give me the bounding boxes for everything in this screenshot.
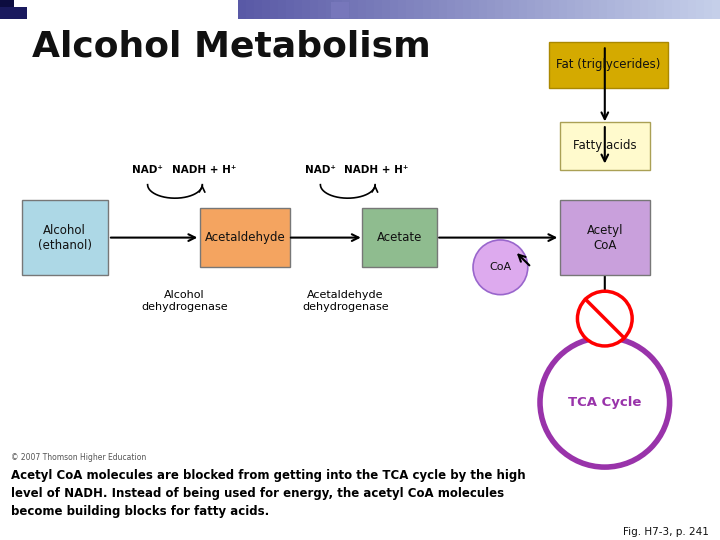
Bar <box>294 0 302 19</box>
Text: Acetyl
CoA: Acetyl CoA <box>587 224 623 252</box>
Text: NAD⁺: NAD⁺ <box>305 165 336 175</box>
Bar <box>608 0 616 19</box>
FancyBboxPatch shape <box>362 208 438 267</box>
Bar <box>648 0 657 19</box>
Bar <box>664 0 672 19</box>
Bar <box>559 0 568 19</box>
Bar <box>535 0 544 19</box>
Bar <box>575 0 584 19</box>
Bar <box>479 0 487 19</box>
Bar <box>359 0 367 19</box>
Bar <box>631 0 640 19</box>
FancyBboxPatch shape <box>560 122 649 170</box>
Bar <box>398 0 408 19</box>
Bar <box>374 0 383 19</box>
Bar <box>278 0 287 19</box>
Text: Fatty acids: Fatty acids <box>573 139 636 152</box>
Bar <box>238 0 246 19</box>
Bar <box>599 0 608 19</box>
Bar <box>342 0 351 19</box>
Bar <box>455 0 464 19</box>
Bar <box>712 0 720 19</box>
Text: © 2007 Thomson Higher Education: © 2007 Thomson Higher Education <box>11 453 146 462</box>
Bar <box>253 0 262 19</box>
Ellipse shape <box>540 338 670 467</box>
Text: CoA: CoA <box>490 262 511 272</box>
Bar <box>0 7 27 19</box>
Text: Fat (triglycerides): Fat (triglycerides) <box>557 58 660 71</box>
Ellipse shape <box>577 291 632 346</box>
Bar <box>270 0 279 19</box>
Text: Acetyl CoA molecules are blocked from getting into the TCA cycle by the high
lev: Acetyl CoA molecules are blocked from ge… <box>11 469 526 518</box>
Bar <box>680 0 688 19</box>
Bar <box>286 0 294 19</box>
Bar <box>704 0 713 19</box>
Ellipse shape <box>473 240 528 295</box>
Text: Acetate: Acetate <box>377 231 423 244</box>
Bar <box>495 0 504 19</box>
Bar <box>639 0 649 19</box>
Bar <box>318 0 327 19</box>
Bar <box>331 2 349 18</box>
Bar <box>471 0 480 19</box>
Bar <box>0 0 14 7</box>
Bar <box>567 0 576 19</box>
FancyBboxPatch shape <box>560 200 649 275</box>
Text: Acetaldehyde: Acetaldehyde <box>204 231 285 244</box>
Bar <box>688 0 697 19</box>
Bar <box>334 0 343 19</box>
Bar <box>366 0 375 19</box>
Bar <box>246 0 254 19</box>
Bar <box>463 0 472 19</box>
Text: TCA Cycle: TCA Cycle <box>568 396 642 409</box>
Bar <box>696 0 705 19</box>
Bar <box>415 0 423 19</box>
Bar <box>487 0 495 19</box>
Text: NADH + H⁺: NADH + H⁺ <box>171 165 236 175</box>
Bar <box>406 0 415 19</box>
Bar <box>446 0 456 19</box>
Bar <box>672 0 680 19</box>
Bar <box>583 0 592 19</box>
Bar <box>423 0 431 19</box>
Text: Alcohol
(ethanol): Alcohol (ethanol) <box>37 224 92 252</box>
FancyBboxPatch shape <box>549 42 668 87</box>
Bar <box>527 0 536 19</box>
Bar <box>624 0 632 19</box>
Bar <box>511 0 520 19</box>
FancyBboxPatch shape <box>200 208 289 267</box>
Text: NAD⁺: NAD⁺ <box>132 165 163 175</box>
Bar <box>302 0 311 19</box>
Bar <box>382 0 391 19</box>
Bar <box>519 0 528 19</box>
Bar <box>262 0 271 19</box>
Bar <box>543 0 552 19</box>
Text: Fig. H7-3, p. 241: Fig. H7-3, p. 241 <box>624 527 709 537</box>
Bar <box>431 0 439 19</box>
Text: NADH + H⁺: NADH + H⁺ <box>344 165 409 175</box>
Bar <box>503 0 512 19</box>
Bar <box>350 0 359 19</box>
Bar <box>656 0 665 19</box>
Bar <box>591 0 600 19</box>
FancyBboxPatch shape <box>22 200 108 275</box>
Bar <box>326 0 335 19</box>
Bar <box>552 0 560 19</box>
Bar <box>616 0 624 19</box>
Bar <box>438 0 447 19</box>
Text: Alcohol Metabolism: Alcohol Metabolism <box>32 30 431 64</box>
Text: Alcohol
dehydrogenase: Alcohol dehydrogenase <box>141 290 228 312</box>
Bar <box>390 0 399 19</box>
Bar <box>310 0 319 19</box>
Text: Acetaldehyde
dehydrogenase: Acetaldehyde dehydrogenase <box>302 290 389 312</box>
